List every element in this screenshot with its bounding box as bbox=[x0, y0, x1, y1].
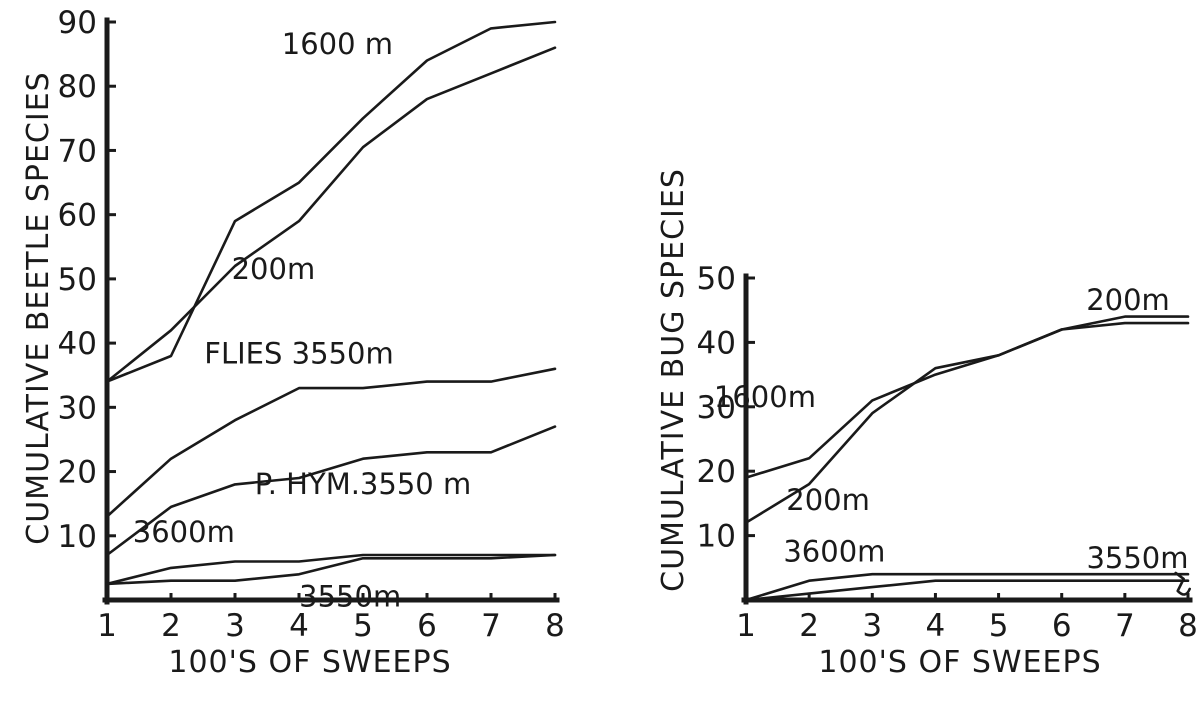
beetle-y-tick-label: 90 bbox=[58, 5, 97, 41]
beetle-y-tick-label: 70 bbox=[58, 133, 97, 169]
bug-y-tick-label: 30 bbox=[697, 390, 736, 426]
beetle-series-200m bbox=[105, 20, 557, 383]
beetle-x-tick-label: 1 bbox=[97, 608, 117, 644]
bug-series-annotation: 200m bbox=[786, 483, 870, 517]
bug-series-annotation: 200m bbox=[1086, 283, 1170, 317]
beetle-y-tick-label: 60 bbox=[58, 198, 97, 234]
bug-y-tick-label: 40 bbox=[697, 325, 736, 361]
bug-x-tick-label: 1 bbox=[736, 608, 756, 644]
beetle-series-annotation: 3600m bbox=[133, 515, 235, 549]
bug-x-tick-label: 4 bbox=[926, 608, 946, 644]
bug-y-tick-label: 10 bbox=[697, 519, 736, 555]
beetle-series-annotation: FLIES 3550m bbox=[204, 337, 393, 371]
bug-series-annotation: 3600m bbox=[783, 534, 885, 568]
beetle-x-tick-label: 2 bbox=[161, 608, 181, 644]
beetle-x-axis-label: 100'S OF SWEEPS bbox=[168, 645, 451, 680]
beetle-x-tick-label: 6 bbox=[417, 608, 437, 644]
beetle-series-3550m bbox=[105, 553, 557, 586]
bug-x-tick-label: 8 bbox=[1178, 608, 1198, 644]
bug-chart-panel: 1 2 3 4 5 6 7 8 10 20 30 40 50 100'S OF SWEEPS CUMULAT… bbox=[656, 168, 1198, 680]
beetle-y-tick-label: 40 bbox=[58, 326, 97, 362]
bug-series-200m bbox=[744, 315, 1190, 525]
beetle-series-1600-m bbox=[105, 46, 557, 383]
bug-series-annotation: 1600m bbox=[714, 380, 816, 414]
bug-x-tick-label: 3 bbox=[862, 608, 882, 644]
beetle-series-3600m bbox=[105, 553, 557, 586]
beetle-chart-panel: 1 2 3 4 5 6 7 8 10 20 30 40 50 60 70 80 90 100'S OF SWEEP… bbox=[21, 5, 565, 680]
beetle-y-tick-label: 20 bbox=[58, 455, 97, 491]
bug-x-axis-label: 100'S OF SWEEPS bbox=[818, 645, 1101, 680]
beetle-y-tick-label: 30 bbox=[58, 390, 97, 426]
beetle-series-annotation: 200m bbox=[232, 252, 316, 286]
beetle-x-tick-label: 3 bbox=[225, 608, 245, 644]
beetle-x-tick-label: 5 bbox=[353, 608, 373, 644]
beetle-y-tick-label: 10 bbox=[58, 519, 97, 555]
beetle-y-axis-label: CUMULATIVE BEETLE SPECIES bbox=[21, 71, 56, 544]
bug-series-3600m bbox=[744, 572, 1190, 602]
bug-series-1600m bbox=[744, 321, 1190, 479]
bug-x-tick-label: 2 bbox=[799, 608, 819, 644]
beetle-series-p-hym-3550-m bbox=[105, 425, 557, 557]
beetle-series-annotation: P. HYM.3550 m bbox=[255, 467, 471, 501]
bug-x-tick-label: 6 bbox=[1052, 608, 1072, 644]
bug-y-tick-label: 20 bbox=[697, 454, 736, 490]
bug-x-tick-label: 5 bbox=[989, 608, 1009, 644]
beetle-series-annotation: 3550m bbox=[299, 579, 401, 613]
beetle-series-flies-3550m bbox=[105, 367, 557, 518]
beetle-x-tick-label: 4 bbox=[289, 608, 309, 644]
beetle-y-tick-label: 50 bbox=[58, 262, 97, 298]
beetle-x-tick-label: 7 bbox=[481, 608, 501, 644]
bug-y-tick-label: 50 bbox=[697, 261, 736, 297]
bug-x-tick-label: 7 bbox=[1115, 608, 1135, 644]
bug-label-pointer bbox=[1174, 571, 1191, 596]
beetle-series-annotation: 1600 m bbox=[282, 27, 393, 61]
bug-series-3550m bbox=[744, 579, 1190, 602]
beetle-y-tick-label: 80 bbox=[58, 69, 97, 105]
bug-series-annotation: 3550m bbox=[1086, 541, 1188, 575]
bug-y-axis-label: CUMULATIVE BUG SPECIES bbox=[656, 168, 691, 592]
beetle-x-tick-label: 8 bbox=[545, 608, 565, 644]
